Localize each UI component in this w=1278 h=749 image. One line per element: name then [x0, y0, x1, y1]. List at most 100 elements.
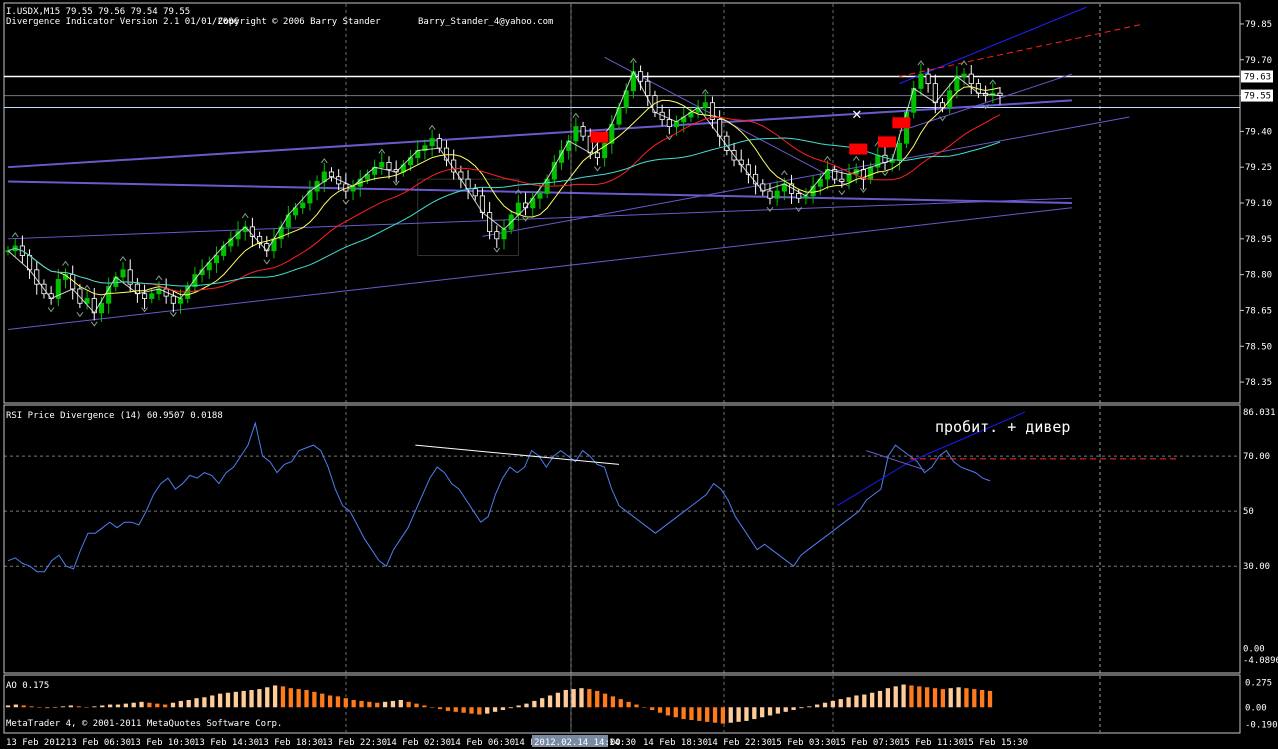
ao-bar	[170, 702, 176, 708]
candle-body	[300, 202, 306, 209]
ao-bar	[202, 697, 207, 708]
candle-body	[149, 293, 155, 299]
ao-bar	[822, 702, 828, 708]
rsi-plot	[4, 411, 1240, 573]
y-axes: 79.85 79.70 79.55 79.40 79.25 79.10 78.95 78.80…	[1240, 20, 1278, 731]
ao-bar	[508, 707, 513, 709]
ao-bar	[210, 695, 215, 708]
candle-body	[602, 142, 608, 159]
candle-body	[487, 212, 493, 233]
time-label: 15 Feb 15:30	[963, 738, 1028, 748]
fractal-down-marker	[881, 171, 889, 177]
peak-marker	[877, 136, 896, 148]
ao-bar	[595, 690, 600, 708]
fractal-down-marker	[493, 247, 501, 253]
ao-bar	[524, 703, 529, 708]
ao-bar	[626, 701, 631, 708]
ao-histogram	[5, 684, 993, 724]
ao-bar	[712, 707, 718, 723]
ao-bar	[257, 689, 262, 708]
candle-body	[458, 171, 464, 180]
candle-body	[961, 73, 967, 77]
ao-bar	[681, 707, 686, 720]
price-tick-label: 78.50	[1245, 342, 1272, 352]
candle-body	[925, 73, 931, 85]
price-plot: ✕	[4, 6, 1240, 331]
ao-bar	[123, 703, 128, 708]
candle-body	[666, 119, 672, 127]
ao-panel-frame	[3, 674, 1241, 734]
ao-bar	[893, 686, 898, 708]
candle-body	[918, 73, 924, 89]
ao-bar	[925, 687, 930, 708]
ao-bar	[854, 695, 859, 708]
fractal-up-marker	[378, 148, 386, 154]
ao-bar	[555, 692, 561, 708]
candle-body	[84, 298, 90, 304]
rsi-trendline	[836, 461, 911, 507]
time-label: 2012.02.14 14:00	[534, 738, 621, 748]
moving-average-ma_fast	[7, 86, 1001, 296]
ao-bar	[885, 688, 891, 708]
candle-body	[436, 138, 442, 149]
fractal-down-marker	[169, 311, 177, 318]
candle-body	[709, 102, 716, 120]
candle-body	[429, 138, 435, 147]
ao-bar	[131, 702, 136, 708]
ao-bar	[767, 707, 773, 716]
candle-body	[379, 162, 385, 168]
price-tick-label: 78.65	[1245, 306, 1272, 316]
symbol-quote: I.USDX,M15 79.55 79.56 79.54 79.55	[6, 7, 190, 17]
fractal-down-marker	[263, 259, 271, 265]
ao-bar	[367, 701, 372, 708]
candle-body	[386, 162, 392, 170]
ao-bar	[68, 705, 73, 708]
ao-bar	[194, 698, 199, 708]
fractal-up-marker	[514, 189, 522, 195]
ao-bar	[21, 705, 26, 708]
ao-bar	[382, 701, 388, 708]
ao-bar	[940, 689, 946, 708]
trendline	[7, 99, 1072, 169]
fractal-up-marker	[241, 213, 249, 219]
fractal-down-marker	[76, 311, 84, 318]
ao-bar	[225, 692, 231, 708]
candle-body	[594, 152, 600, 159]
ao-bar	[13, 704, 18, 708]
candle-body	[77, 288, 83, 304]
ao-bar	[815, 704, 820, 708]
metatrader-copyright: MetaTrader 4, © 2001-2011 MetaQuotes Sof…	[6, 719, 282, 729]
fractal-up-marker	[320, 158, 328, 164]
ao-bar	[155, 703, 160, 708]
ao-bar	[37, 707, 42, 708]
time-label: 14 Feb 06:30	[450, 738, 515, 748]
fractal-up-marker	[83, 284, 91, 290]
indicator-version: Divergence Indicator Version 2.1 01/01/2…	[6, 17, 239, 27]
ao-bar	[752, 707, 757, 720]
candle-body	[120, 269, 126, 278]
candle-body	[213, 255, 220, 264]
time-label: 13 Feb 06:30	[66, 738, 131, 748]
rsi-tick-label: 0.00	[1243, 645, 1265, 655]
candle-body	[939, 102, 946, 108]
candle-body	[472, 188, 478, 197]
time-label: 13 Feb 18:30	[258, 738, 323, 748]
candle-body	[832, 169, 838, 180]
price-tick-label: 79.40	[1245, 127, 1272, 137]
candle-body	[896, 142, 902, 161]
ao-bar	[265, 687, 270, 708]
ao-bar	[980, 690, 985, 708]
fractal-up-marker	[917, 60, 925, 66]
trendline	[899, 6, 1087, 85]
ao-bar	[932, 688, 938, 708]
fractal-down-marker	[47, 307, 55, 313]
candle-body	[932, 83, 938, 104]
ao-bar	[84, 707, 89, 708]
candle-body	[882, 154, 888, 163]
price-tick-label: 79.10	[1245, 199, 1272, 209]
fractal-down-marker	[392, 180, 400, 186]
ao-bar	[877, 690, 883, 708]
candle-body	[127, 269, 133, 285]
